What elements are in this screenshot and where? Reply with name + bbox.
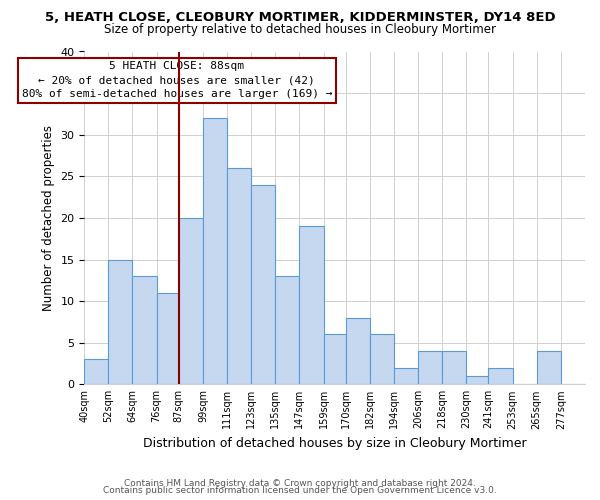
Bar [227, 168, 251, 384]
Text: 5, HEATH CLOSE, CLEOBURY MORTIMER, KIDDERMINSTER, DY14 8ED: 5, HEATH CLOSE, CLEOBURY MORTIMER, KIDDE… [44, 11, 556, 24]
Y-axis label: Number of detached properties: Number of detached properties [42, 125, 55, 311]
Bar [251, 184, 275, 384]
Bar [323, 334, 346, 384]
Bar [418, 351, 442, 384]
Text: Size of property relative to detached houses in Cleobury Mortimer: Size of property relative to detached ho… [104, 22, 496, 36]
Bar [442, 351, 466, 384]
Bar [394, 368, 418, 384]
Bar [157, 293, 179, 384]
Bar [488, 368, 512, 384]
Bar [275, 276, 299, 384]
Bar [203, 118, 227, 384]
Bar [537, 351, 561, 384]
Text: Contains public sector information licensed under the Open Government Licence v3: Contains public sector information licen… [103, 486, 497, 495]
Bar [109, 260, 133, 384]
Bar [84, 360, 109, 384]
X-axis label: Distribution of detached houses by size in Cleobury Mortimer: Distribution of detached houses by size … [143, 437, 526, 450]
Bar [179, 218, 203, 384]
Bar [299, 226, 323, 384]
Bar [466, 376, 488, 384]
Text: 5 HEATH CLOSE: 88sqm
← 20% of detached houses are smaller (42)
80% of semi-detac: 5 HEATH CLOSE: 88sqm ← 20% of detached h… [22, 62, 332, 100]
Bar [370, 334, 394, 384]
Bar [133, 276, 157, 384]
Text: Contains HM Land Registry data © Crown copyright and database right 2024.: Contains HM Land Registry data © Crown c… [124, 478, 476, 488]
Bar [346, 318, 370, 384]
